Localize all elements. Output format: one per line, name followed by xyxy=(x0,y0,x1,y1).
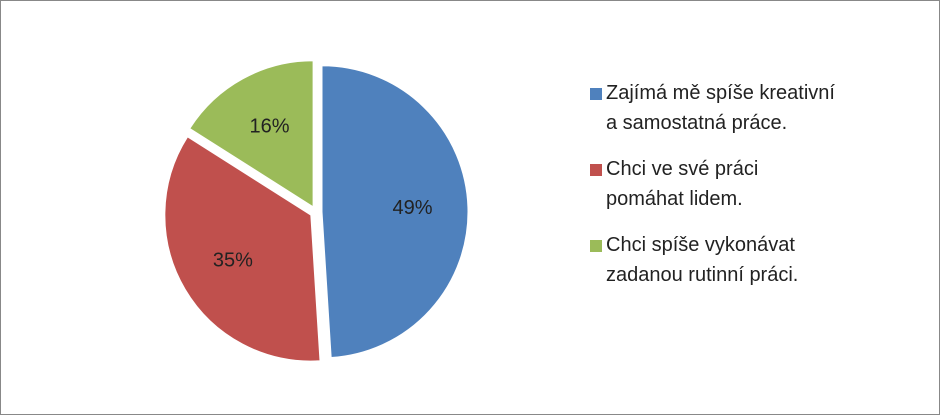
legend-swatch xyxy=(590,240,602,252)
legend-item: Chci ve své práci pomáhat lidem. xyxy=(590,154,840,214)
legend-swatch xyxy=(590,164,602,176)
data-label: 35% xyxy=(213,249,253,271)
legend: Zajímá mě spíše kreativní a samostatná p… xyxy=(590,78,840,306)
legend-label: Chci spíše vykonávat zadanou rutinní prá… xyxy=(606,234,799,286)
pie-slice xyxy=(321,65,469,359)
legend-item: Zajímá mě spíše kreativní a samostatná p… xyxy=(590,78,840,138)
pie-slice xyxy=(164,136,321,362)
data-label: 49% xyxy=(392,197,432,219)
data-label: 16% xyxy=(249,116,289,138)
legend-swatch xyxy=(590,88,602,100)
legend-label: Zajímá mě spíše kreativní a samostatná p… xyxy=(606,82,835,134)
legend-label: Chci ve své práci pomáhat lidem. xyxy=(606,158,759,210)
pie-slice xyxy=(189,60,314,208)
legend-item: Chci spíše vykonávat zadanou rutinní prá… xyxy=(590,230,840,290)
